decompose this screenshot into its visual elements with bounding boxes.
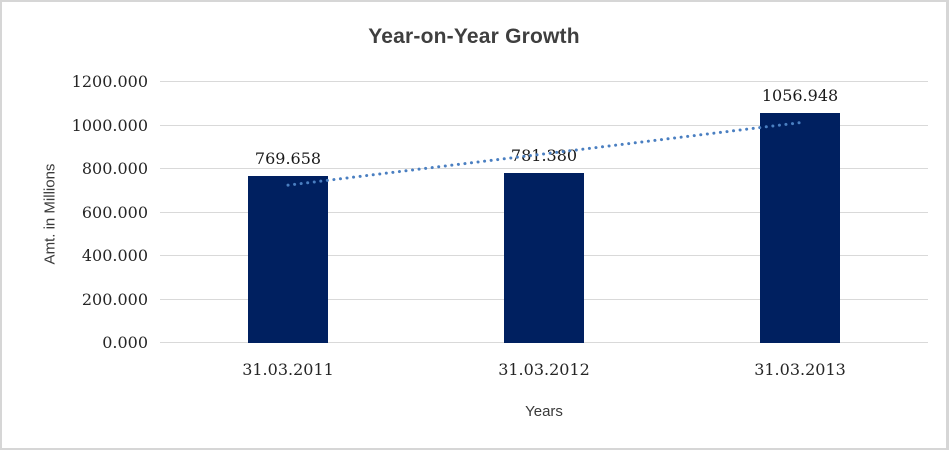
x-tick-label: 31.03.2012 [498,360,590,379]
data-label: 1056.948 [761,86,839,106]
y-tick-label: 800.000 [81,159,148,178]
y-tick-label: 0.000 [102,333,148,352]
x-axis-title: Years [525,403,563,420]
x-tick-label: 31.03.2011 [242,360,334,379]
y-tick-label: 1000.000 [71,115,148,135]
bar-31.03.2012 [504,173,584,343]
bar-31.03.2013 [760,113,840,343]
gridline [160,81,928,82]
data-label: 769.658 [254,148,322,168]
y-tick-label: 200.000 [81,289,148,309]
y-tick-label: 1200.000 [71,72,148,91]
data-label: 781.380 [510,146,578,166]
y-tick-label: 400.000 [81,246,148,265]
chart-title: Year-on-Year Growth [368,25,580,48]
x-tick-label: 31.03.2013 [754,360,846,379]
y-tick-label: 600.000 [81,202,148,222]
bar-31.03.2011 [248,175,328,343]
